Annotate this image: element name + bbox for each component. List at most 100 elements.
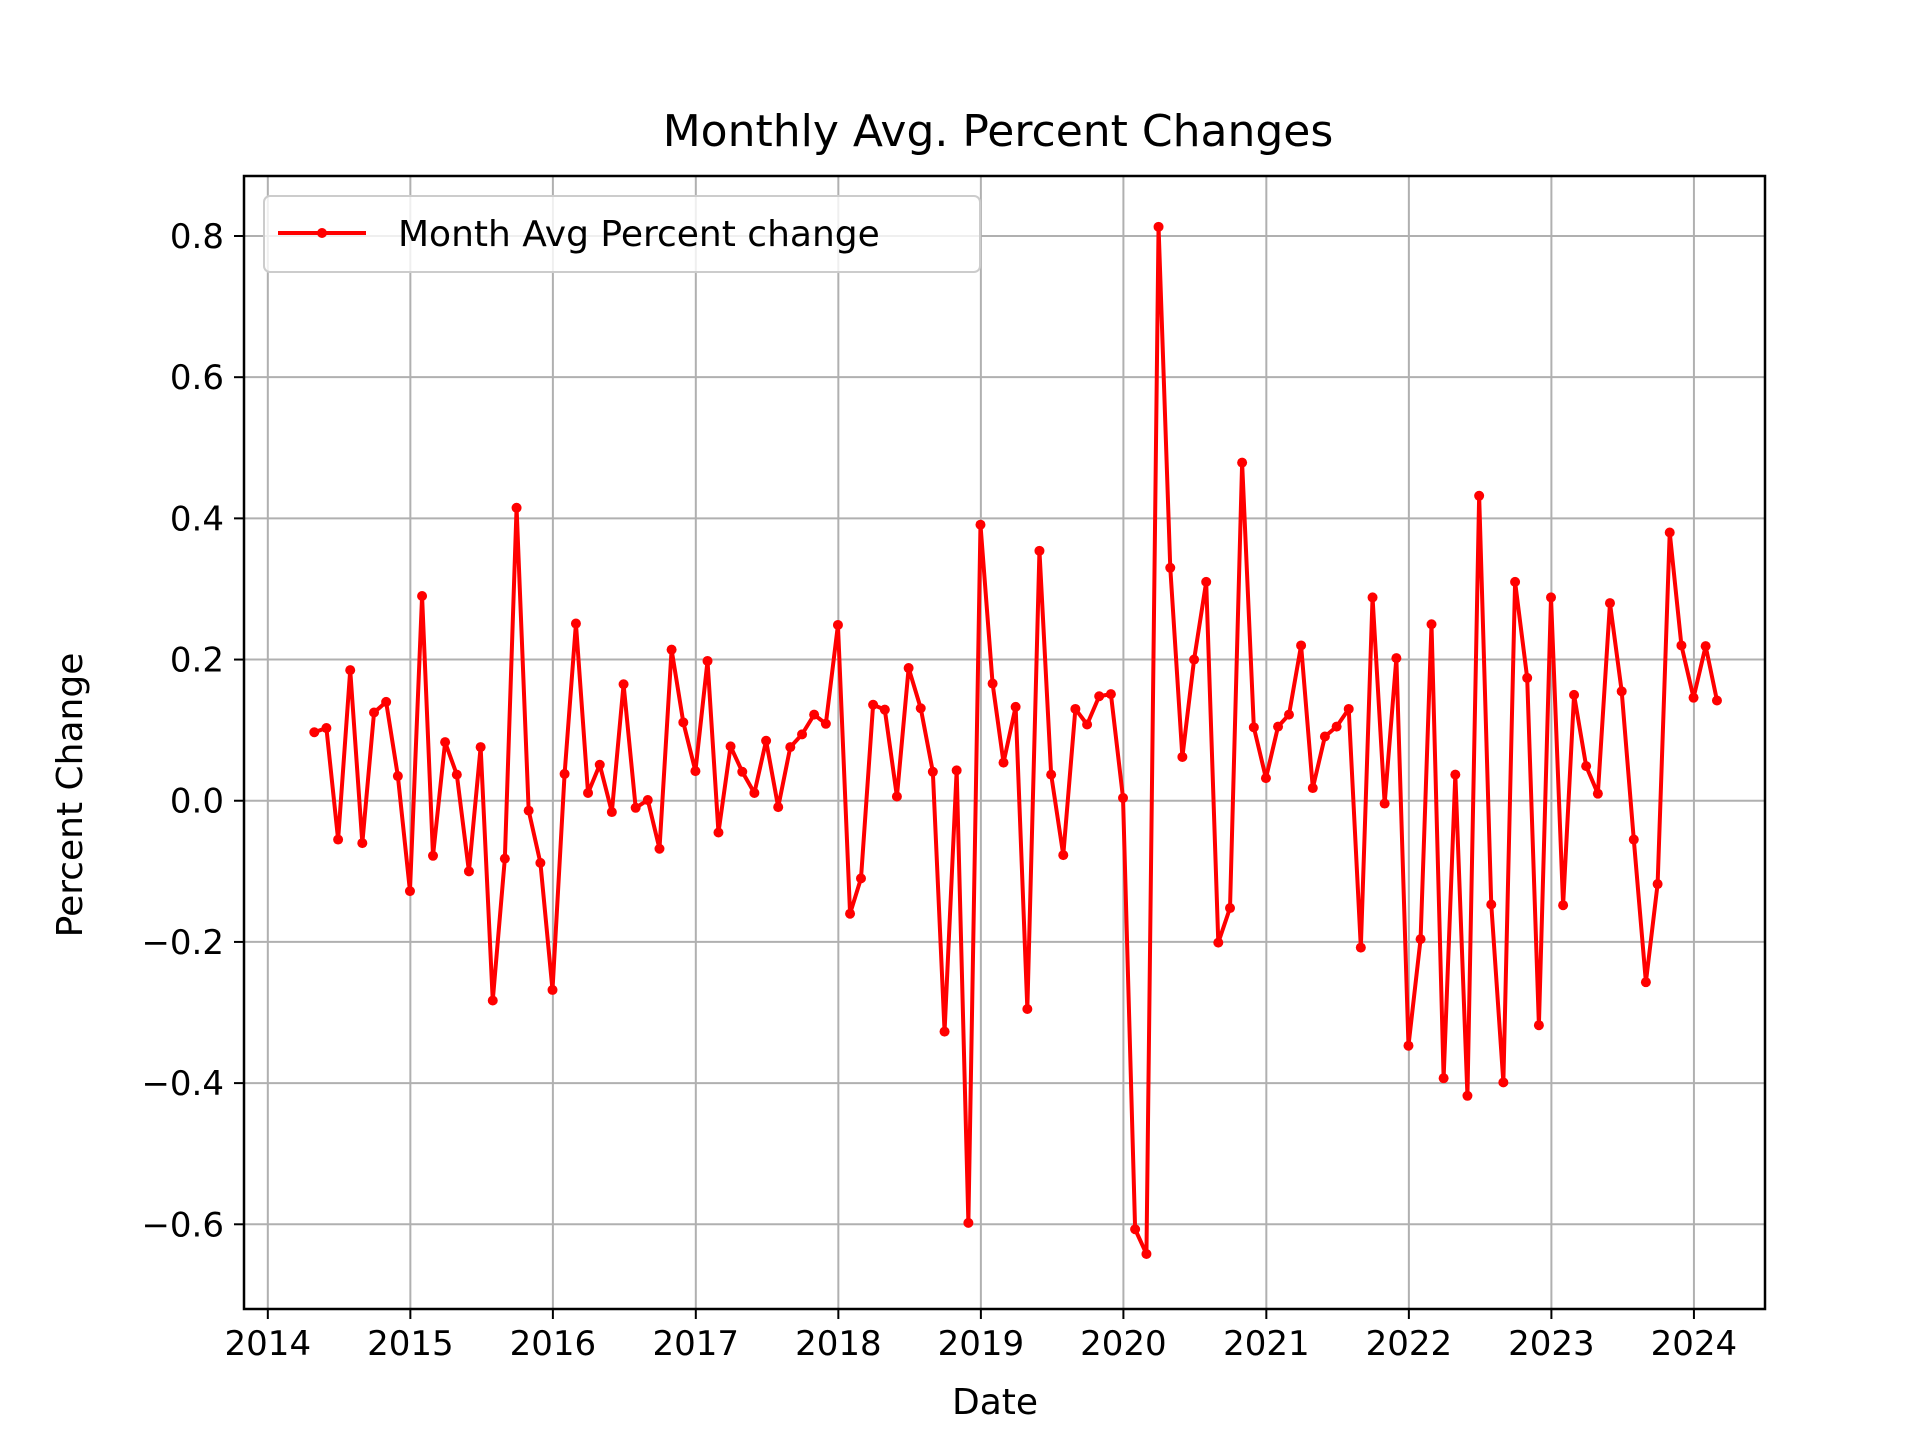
data-point [1367, 592, 1378, 603]
data-point [1676, 640, 1687, 651]
y-tick-label: 0.6 [170, 358, 224, 398]
data-point [463, 866, 474, 877]
data-point [1343, 703, 1354, 714]
data-point [915, 703, 926, 714]
data-point [820, 718, 831, 729]
data-point [761, 735, 772, 746]
data-point [963, 1217, 974, 1228]
data-point [1688, 692, 1699, 703]
data-point [891, 791, 902, 802]
data-point [1415, 934, 1426, 945]
data-point [606, 807, 617, 818]
data-point [1355, 942, 1366, 953]
data-point [845, 908, 856, 919]
data-point [855, 873, 866, 884]
data-point [1462, 1090, 1473, 1101]
x-tick-label: 2015 [367, 1324, 454, 1364]
data-point [725, 741, 736, 752]
data-point [1319, 731, 1330, 742]
data-point [1105, 689, 1116, 700]
data-point [1438, 1073, 1449, 1084]
data-point [1569, 689, 1580, 700]
data-point [809, 709, 820, 720]
data-point [1379, 798, 1390, 809]
data-point [642, 795, 653, 806]
data-point [1391, 653, 1402, 664]
data-point [737, 766, 748, 777]
data-point [832, 619, 843, 630]
data-point [511, 502, 522, 513]
data-point [428, 850, 438, 861]
data-point [1273, 721, 1284, 732]
data-point [1498, 1077, 1509, 1088]
x-tick-label: 2021 [1223, 1324, 1310, 1364]
data-point [951, 765, 962, 776]
y-tick-label: −0.6 [141, 1205, 224, 1245]
data-point [559, 768, 570, 779]
data-point [404, 886, 415, 897]
data-point [678, 717, 689, 728]
data-point [1307, 783, 1318, 794]
data-point [309, 727, 320, 738]
data-point [1225, 903, 1236, 914]
data-point [1248, 722, 1259, 733]
data-point [1486, 899, 1497, 910]
data-point [392, 771, 403, 782]
data-point [1426, 619, 1437, 630]
x-tick-label: 2017 [653, 1324, 740, 1364]
data-point [1058, 850, 1069, 861]
data-point [333, 834, 344, 845]
data-point [1046, 769, 1057, 780]
data-point [1592, 788, 1603, 799]
chart-title: Monthly Avg. Percent Changes [663, 106, 1334, 157]
data-point [523, 805, 534, 816]
data-point [1331, 721, 1342, 732]
y-tick-label: −0.4 [141, 1064, 224, 1104]
data-point [879, 704, 890, 715]
data-point [1153, 221, 1164, 232]
legend: Month Avg Percent change [263, 195, 981, 273]
x-tick-label: 2014 [225, 1324, 312, 1364]
data-point [594, 759, 605, 770]
x-tick-label: 2018 [795, 1324, 882, 1364]
data-point [499, 853, 510, 864]
y-tick-label: 0.4 [170, 499, 224, 539]
data-point [381, 696, 392, 707]
data-point [773, 802, 784, 813]
data-point [1510, 576, 1521, 587]
x-tick-label: 2019 [938, 1324, 1025, 1364]
data-point [1450, 769, 1461, 780]
data-point [417, 591, 428, 602]
legend-marker-swatch [317, 228, 327, 238]
data-point [535, 857, 546, 868]
data-point [1558, 900, 1569, 911]
x-tick-label: 2023 [1508, 1324, 1595, 1364]
x-tick-label: 2016 [510, 1324, 597, 1364]
data-point [975, 519, 986, 530]
data-point [1546, 592, 1557, 603]
data-point [1640, 977, 1651, 988]
x-tick-label: 2024 [1651, 1324, 1738, 1364]
data-point [345, 665, 356, 676]
data-point [1130, 1224, 1141, 1235]
legend-label: Month Avg Percent change [398, 214, 880, 255]
data-point [570, 618, 581, 629]
data-point [1474, 490, 1485, 501]
data-point [1652, 879, 1663, 890]
data-point [1177, 751, 1188, 762]
data-point [321, 723, 332, 734]
data-point [475, 742, 486, 753]
data-point [1094, 691, 1105, 702]
data-point [369, 707, 380, 718]
legend-frame [263, 195, 981, 273]
data-point [618, 679, 629, 690]
data-point [1213, 937, 1224, 948]
data-point [1616, 686, 1627, 697]
data-point [927, 766, 938, 777]
y-tick-label: 0.0 [170, 782, 224, 822]
data-point [1628, 834, 1639, 845]
y-tick-label: 0.8 [170, 217, 224, 257]
data-point [1010, 701, 1021, 712]
data-point [939, 1026, 950, 1037]
